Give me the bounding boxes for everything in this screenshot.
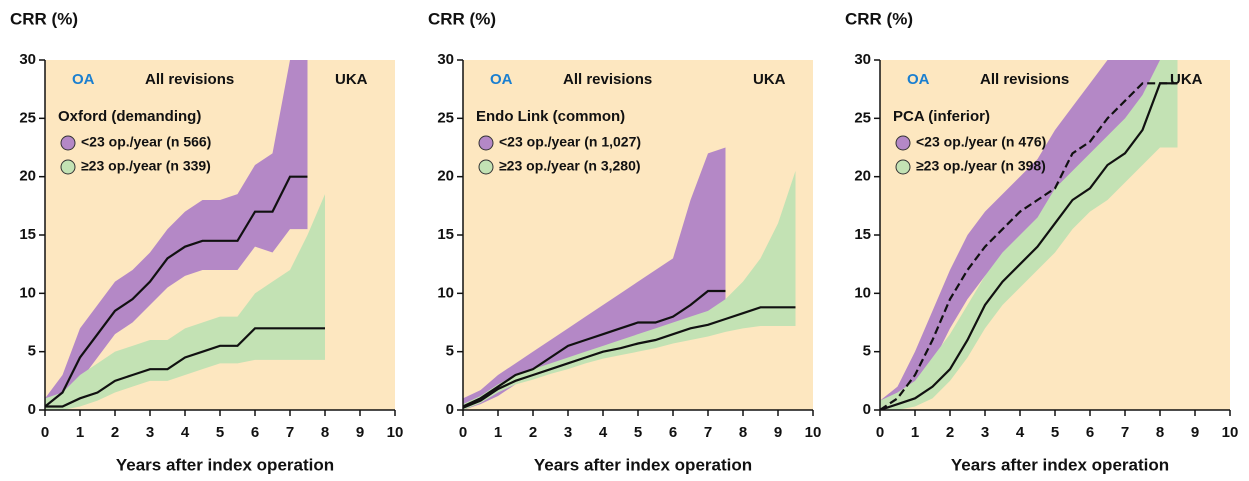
x-tick-label: 9: [774, 424, 782, 441]
confidence-band: [45, 60, 308, 410]
legend-marker: [478, 135, 494, 151]
annotation: All revisions: [980, 71, 1069, 88]
x-tick-label: 7: [1121, 424, 1129, 441]
y-tick-label: 25: [19, 109, 36, 126]
x-axis-label: Years after index operation: [951, 455, 1169, 474]
x-tick-label: 6: [1086, 424, 1094, 441]
confidence-band: [463, 147, 726, 410]
legend-title: Oxford (demanding): [58, 108, 201, 125]
y-tick-label: 25: [437, 109, 454, 126]
x-tick-label: 5: [1051, 424, 1059, 441]
x-tick-label: 10: [387, 424, 404, 441]
x-tick-label: 5: [216, 424, 224, 441]
x-tick-label: 4: [181, 424, 190, 441]
annotation: UKA: [335, 71, 368, 88]
y-tick-label: 10: [437, 284, 454, 301]
y-tick-label: 30: [437, 51, 454, 68]
y-tick-label: 10: [854, 284, 871, 301]
y-tick-label: 5: [28, 343, 36, 360]
x-tick-label: 8: [739, 424, 747, 441]
annotation: OA: [72, 71, 95, 88]
annotation: All revisions: [145, 71, 234, 88]
y-tick-label: 30: [19, 51, 36, 68]
y-tick-label: 20: [437, 168, 454, 185]
y-tick-label: 20: [19, 168, 36, 185]
line: [463, 306, 796, 409]
legend-title: PCA (inferior): [893, 108, 990, 125]
x-tick-label: 1: [76, 424, 84, 441]
annotation: UKA: [753, 71, 786, 88]
x-tick-label: 4: [599, 424, 608, 441]
x-tick-label: 2: [111, 424, 119, 441]
x-tick-label: 7: [286, 424, 294, 441]
x-tick-label: 2: [946, 424, 954, 441]
legend-marker: [478, 159, 494, 175]
x-axis-label: Years after index operation: [116, 455, 334, 474]
legend-marker: [60, 135, 76, 151]
x-tick-label: 0: [876, 424, 884, 441]
confidence-band: [880, 60, 1178, 410]
legend-marker: [895, 159, 911, 175]
y-tick-label: 15: [437, 226, 454, 243]
annotation: All revisions: [563, 71, 652, 88]
x-tick-label: 3: [146, 424, 154, 441]
x-tick-label: 10: [1222, 424, 1239, 441]
y-tick-label: 5: [863, 343, 871, 360]
y-tick-label: 15: [19, 226, 36, 243]
chart-title: CRR (%): [845, 9, 913, 28]
y-tick-label: 5: [446, 343, 454, 360]
line: [880, 82, 1178, 410]
legend-label: ≥23 op./year (n 339): [81, 158, 211, 174]
plot-area: [880, 60, 1178, 410]
x-tick-label: 1: [494, 424, 502, 441]
legend-marker: [895, 135, 911, 151]
legend-title: Endo Link (common): [476, 108, 625, 125]
y-tick-label: 15: [854, 226, 871, 243]
legend-marker: [60, 159, 76, 175]
annotation: OA: [907, 71, 930, 88]
legend-label: <23 op./year (n 566): [81, 134, 211, 150]
annotation: UKA: [1170, 71, 1203, 88]
confidence-band: [463, 170, 796, 410]
chart-title: CRR (%): [10, 9, 78, 28]
line: [880, 82, 1178, 410]
x-tick-label: 7: [704, 424, 712, 441]
x-tick-label: 9: [1191, 424, 1199, 441]
x-tick-label: 0: [459, 424, 467, 441]
x-tick-label: 10: [805, 424, 822, 441]
y-tick-label: 25: [854, 109, 871, 126]
y-tick-label: 20: [854, 168, 871, 185]
x-tick-label: 3: [981, 424, 989, 441]
x-tick-label: 8: [1156, 424, 1164, 441]
y-tick-label: 0: [863, 401, 871, 418]
x-tick-label: 6: [251, 424, 259, 441]
x-tick-label: 2: [529, 424, 537, 441]
x-tick-label: 6: [669, 424, 677, 441]
x-tick-label: 4: [1016, 424, 1025, 441]
legend-label: <23 op./year (n 476): [916, 134, 1046, 150]
line: [45, 175, 308, 408]
x-tick-label: 8: [321, 424, 329, 441]
x-tick-label: 0: [41, 424, 49, 441]
plot-area: [463, 147, 796, 410]
confidence-band: [45, 194, 325, 410]
x-tick-label: 3: [564, 424, 572, 441]
legend-label: ≥23 op./year (n 3,280): [499, 158, 641, 174]
chart-title: CRR (%): [428, 9, 496, 28]
y-tick-label: 0: [28, 401, 36, 418]
annotation: OA: [490, 71, 513, 88]
x-tick-label: 1: [911, 424, 919, 441]
plot-area: [45, 60, 325, 410]
line: [45, 327, 325, 408]
x-tick-label: 5: [634, 424, 642, 441]
x-axis-label: Years after index operation: [534, 455, 752, 474]
y-tick-label: 30: [854, 51, 871, 68]
legend-label: ≥23 op./year (n 398): [916, 158, 1046, 174]
x-tick-label: 9: [356, 424, 364, 441]
y-tick-label: 0: [446, 401, 454, 418]
line: [463, 289, 726, 408]
y-tick-label: 10: [19, 284, 36, 301]
legend-label: <23 op./year (n 1,027): [499, 134, 641, 150]
